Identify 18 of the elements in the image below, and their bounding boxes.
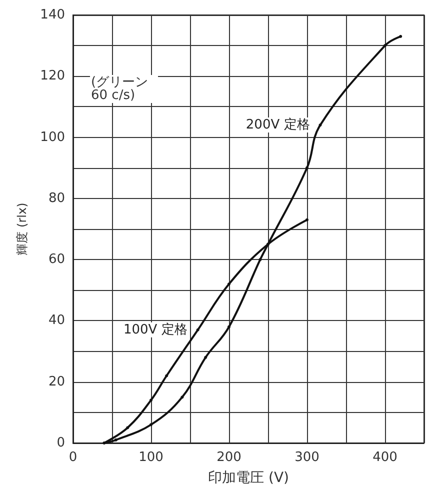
- y-tick-label: 60: [48, 252, 65, 268]
- x-tick-label: 300: [294, 450, 320, 465]
- series-label: 100V 定格: [123, 322, 188, 338]
- x-tick-label: 100: [138, 450, 164, 465]
- x-axis-title: 印加電圧 (V): [208, 470, 289, 486]
- y-tick-label: 100: [40, 130, 65, 145]
- y-tick-label: 120: [40, 68, 65, 84]
- y-tick-label: 0: [56, 436, 65, 450]
- y-tick-label: 20: [48, 374, 65, 390]
- y-tick-label: 80: [48, 190, 65, 206]
- y-axis-title: 輝度 (rlx): [15, 202, 29, 256]
- y-tick-label: 40: [48, 313, 65, 328]
- annotation: (グリーン 60 c/s): [91, 75, 152, 103]
- series-label: 200V 定格: [246, 118, 310, 133]
- y-tick-label: 140: [40, 8, 65, 22]
- x-tick-label: 200: [216, 450, 242, 465]
- x-tick-label: 0: [68, 450, 78, 465]
- x-tick-label: 400: [372, 450, 398, 465]
